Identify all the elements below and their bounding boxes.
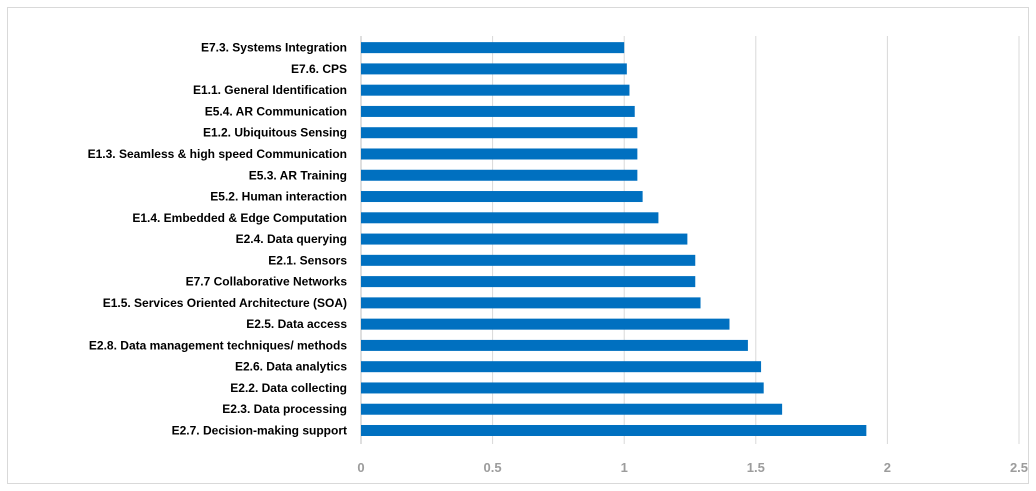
bar — [361, 276, 696, 288]
bars — [361, 42, 867, 436]
bar — [361, 233, 688, 245]
category-label: E1.1. General Identification — [193, 83, 347, 97]
category-label: E5.3. AR Training — [249, 168, 347, 182]
category-label: E1.5. Services Oriented Architecture (SO… — [103, 296, 347, 310]
bar — [361, 84, 630, 96]
bar — [361, 127, 638, 139]
bar — [361, 297, 701, 309]
category-label: E2.8. Data management techniques/ method… — [89, 338, 347, 352]
bar — [361, 63, 627, 75]
bar — [361, 424, 867, 436]
x-tick-label: 1 — [621, 460, 628, 475]
category-label: E1.4. Embedded & Edge Computation — [132, 211, 347, 225]
category-label: E2.7. Decision-making support — [172, 423, 347, 437]
category-label: E5.2. Human interaction — [210, 190, 347, 204]
category-label: E7.7 Collaborative Networks — [186, 275, 348, 289]
grid-lines — [360, 36, 1020, 444]
category-label: E1.3. Seamless & high speed Communicatio… — [88, 147, 347, 161]
bar — [361, 42, 625, 54]
category-label: E2.5. Data access — [246, 317, 347, 331]
x-tick-label: 1.5 — [747, 460, 765, 475]
bar — [361, 339, 748, 351]
category-label: E1.2. Ubiquitous Sensing — [203, 126, 347, 140]
category-label: E2.6. Data analytics — [235, 360, 347, 374]
bar — [361, 361, 762, 373]
bar — [361, 169, 638, 181]
x-tick-label: 0 — [357, 460, 364, 475]
category-label: E7.3. Systems Integration — [201, 41, 347, 55]
x-tick-label: 2 — [884, 460, 891, 475]
bar — [361, 191, 643, 203]
bar — [361, 382, 764, 394]
category-label: E5.4. AR Communication — [205, 104, 347, 118]
category-label: E2.1. Sensors — [268, 253, 347, 267]
bar — [361, 212, 659, 224]
category-labels: E7.3. Systems Integration E7.6. CPS E1.1. … — [88, 41, 348, 438]
x-tick-label: 2.5 — [1010, 460, 1028, 475]
category-label: E7.6. CPS — [291, 62, 347, 76]
x-tick-label: 0.5 — [484, 460, 502, 475]
bar — [361, 318, 730, 330]
bar — [361, 105, 635, 117]
category-label: E2.3. Data processing — [222, 402, 347, 416]
bar — [361, 403, 783, 415]
bar — [361, 148, 638, 160]
category-label: E2.2. Data collecting — [230, 381, 347, 395]
x-tick-labels: 0 0.5 1 1.5 2 2.5 — [357, 460, 1028, 475]
category-label: E2.4. Data querying — [236, 232, 347, 246]
bar — [361, 254, 696, 266]
